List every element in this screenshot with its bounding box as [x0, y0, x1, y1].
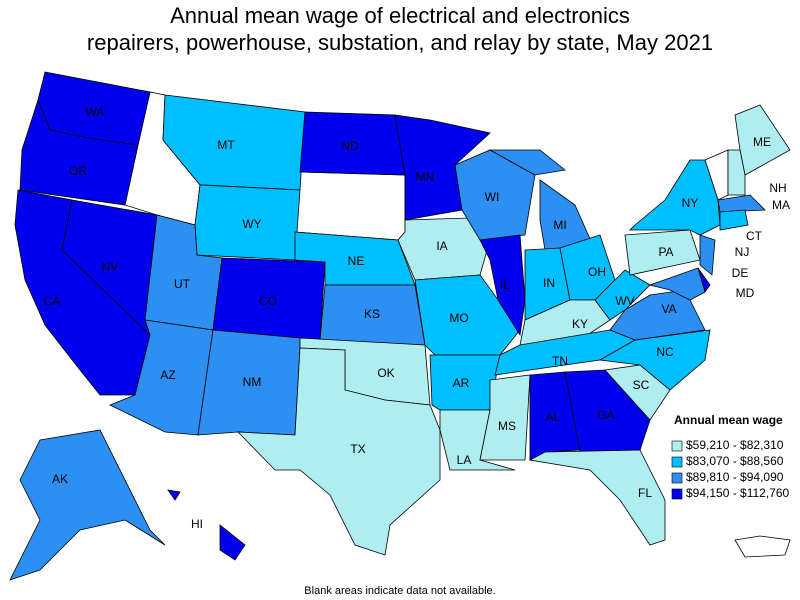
state-label: KY	[572, 317, 588, 331]
state-label: IL	[500, 278, 510, 292]
state-label: OK	[377, 366, 394, 380]
state-label: TX	[350, 442, 365, 456]
legend-swatch	[671, 440, 683, 452]
state-label: SC	[633, 378, 650, 392]
state-label: OH	[588, 265, 606, 279]
state-shape	[727, 149, 746, 196]
state-label: WV	[615, 294, 634, 308]
state-label: DE	[732, 266, 749, 280]
legend-label: $59,210 - $82,310	[686, 438, 784, 452]
state-shape	[237, 347, 441, 556]
state-label: NV	[102, 260, 119, 274]
state-label: MS	[498, 419, 516, 433]
state-label: HI	[191, 517, 203, 531]
legend-label: $94,150 - $112,760	[686, 486, 790, 500]
state-label: KS	[364, 307, 380, 321]
state-shape	[528, 449, 666, 546]
no-data-states	[124, 91, 791, 558]
state-shape	[717, 194, 766, 213]
state-label: ME	[753, 135, 771, 149]
state-label: GA	[597, 408, 614, 422]
state-shape	[9, 429, 166, 581]
state-shape	[294, 171, 406, 241]
state-label: CT	[746, 229, 763, 243]
legend-title: Annual mean wage	[674, 413, 783, 427]
state-label: UT	[174, 277, 191, 291]
state-label: MI	[553, 218, 566, 232]
state-label: IA	[436, 239, 447, 253]
map-title: repairers, powerhouse, substation, and r…	[87, 30, 713, 55]
state-shape	[194, 184, 301, 261]
legend-swatch	[671, 488, 683, 500]
state-shape	[564, 369, 651, 453]
state-label: OR	[69, 164, 87, 178]
state-label: NM	[243, 375, 262, 389]
state-label: PA	[658, 245, 673, 259]
legend-swatch	[671, 472, 683, 484]
state-shape	[529, 371, 581, 461]
state-label: AZ	[160, 368, 175, 382]
state-label: VA	[661, 302, 676, 316]
state-label: NH	[769, 181, 786, 195]
state-label: IN	[543, 276, 555, 290]
note: Blank areas indicate data not available.	[304, 585, 495, 597]
state-label: AR	[453, 376, 470, 390]
state-label: AL	[546, 410, 561, 424]
state-label: TN	[552, 354, 568, 368]
state-label: NY	[682, 196, 699, 210]
state-shape	[19, 98, 139, 206]
state-label: NC	[656, 345, 674, 359]
state-shape	[479, 374, 531, 461]
state-label: WI	[485, 190, 500, 204]
territory-shape	[734, 535, 791, 558]
state-label: WY	[242, 217, 261, 231]
state-label: WA	[86, 105, 105, 119]
state-label: ND	[341, 139, 359, 153]
state-shape	[734, 104, 791, 176]
state-shape	[479, 234, 526, 337]
state-shape	[648, 267, 706, 301]
state-label: MT	[217, 138, 235, 152]
state-label: NJ	[735, 245, 750, 259]
state-label: FL	[638, 486, 652, 500]
state-label: NE	[348, 254, 365, 268]
state-shape	[167, 489, 246, 561]
state-label: AK	[52, 472, 68, 486]
state-label: CA	[44, 294, 61, 308]
legend-label: $89,810 - $94,090	[686, 470, 784, 484]
state-label: MD	[736, 286, 755, 300]
state-shape	[719, 209, 749, 231]
state-label: CO	[259, 294, 277, 308]
legend-label: $83,070 - $88,560	[686, 454, 784, 468]
state-label: MA	[772, 198, 790, 212]
state-label: LA	[457, 453, 472, 467]
state-label: MN	[416, 170, 435, 184]
state-shape	[699, 234, 716, 276]
state-label: MO	[449, 311, 468, 325]
legend-swatch	[671, 456, 683, 468]
state-shape	[629, 159, 721, 236]
map-title: Annual mean wage of electrical and elect…	[170, 3, 630, 28]
